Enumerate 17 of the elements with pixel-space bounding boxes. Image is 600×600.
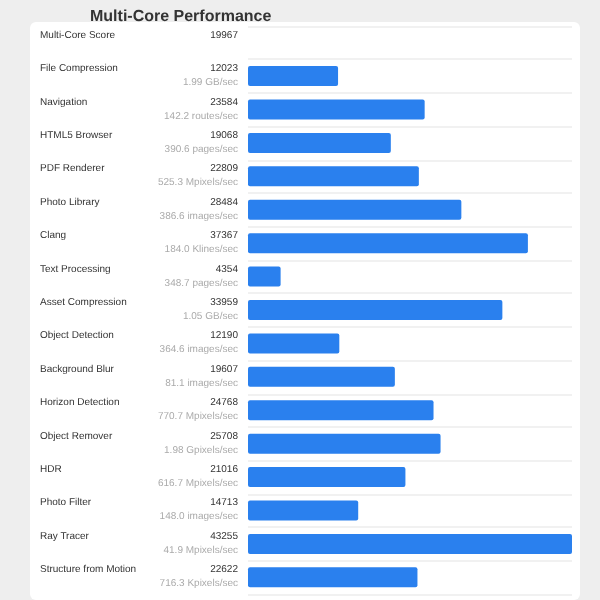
chart-title: Multi-Core Performance [90,7,273,25]
bar [248,333,340,354]
bar [248,500,359,521]
bar [248,433,441,454]
bar [248,166,419,187]
bar [248,132,391,153]
bar [248,66,339,87]
bar [248,400,434,421]
bar [248,199,462,220]
bar [248,567,418,588]
bar [248,467,406,488]
bar [248,300,503,320]
bar [248,99,425,120]
bar [248,233,528,254]
bar [248,366,395,387]
bar [248,533,572,554]
bar [248,266,281,287]
